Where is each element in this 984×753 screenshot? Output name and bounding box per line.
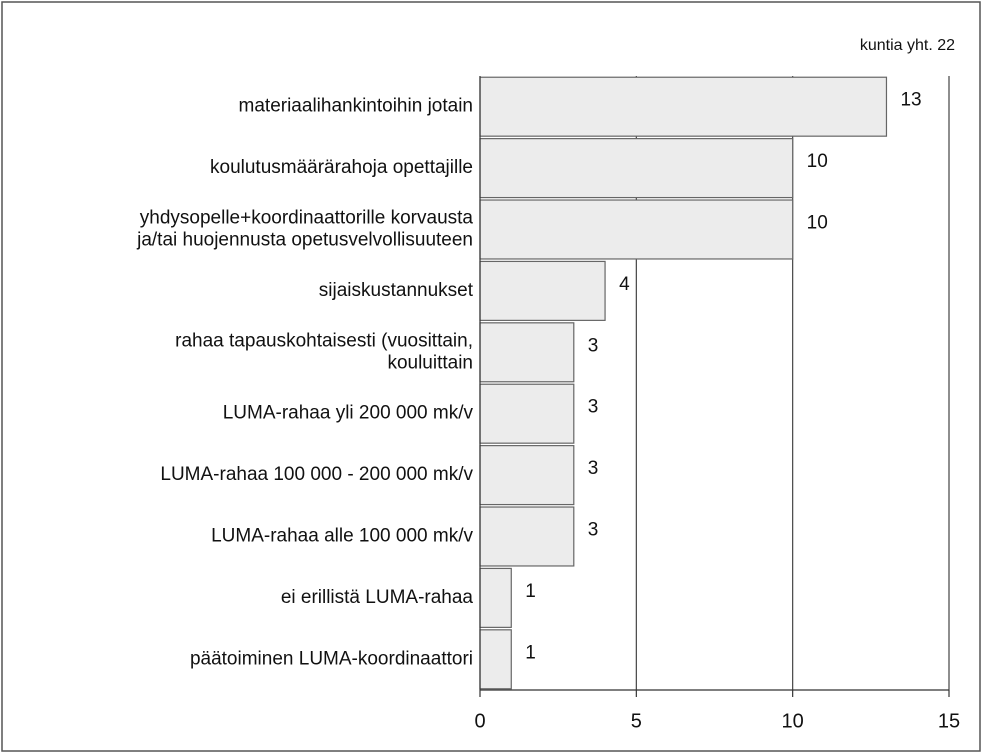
bar	[479, 445, 575, 506]
x-tick-label: 15	[938, 710, 960, 732]
bar	[479, 629, 512, 690]
value-label: 10	[807, 151, 828, 172]
y-tick-label: materiaalihankintoihin jotain	[239, 96, 473, 117]
bar	[479, 260, 606, 321]
value-label: 3	[588, 397, 599, 418]
x-tick-label: 5	[631, 710, 642, 732]
value-label: 1	[525, 642, 536, 663]
y-tick-label: kouluittain	[387, 352, 473, 373]
bar	[479, 138, 794, 199]
bar	[479, 76, 888, 137]
y-tick-label: LUMA-rahaa yli 200 000 mk/v	[223, 403, 474, 424]
value-label: 13	[900, 90, 921, 111]
x-tick-label: 10	[782, 710, 804, 732]
bar	[479, 322, 575, 383]
bar	[479, 383, 575, 444]
y-tick-label: rahaa tapauskohtaisesti (vuosittain,	[175, 330, 473, 351]
bar	[479, 567, 512, 628]
value-label: 4	[619, 274, 630, 295]
x-tick-label: 0	[474, 710, 485, 732]
bar	[479, 506, 575, 567]
y-tick-label: ja/tai huojennusta opetusvelvollisuuteen	[136, 230, 473, 251]
annotation: kuntia yht. 22	[860, 37, 955, 54]
y-tick-label: yhdysopelle+koordinaattorille korvausta	[140, 208, 474, 229]
value-label: 3	[588, 458, 599, 479]
value-label: 3	[588, 520, 599, 541]
bar	[479, 199, 794, 260]
y-tick-label: sijaiskustannukset	[319, 280, 474, 301]
y-tick-label: ei erillistä LUMA-rahaa	[281, 587, 474, 608]
value-label: 3	[588, 335, 599, 356]
y-tick-label: koulutusmäärärahoja opettajille	[210, 157, 473, 178]
y-tick-label: LUMA-rahaa alle 100 000 mk/v	[211, 526, 473, 547]
value-label: 10	[807, 213, 828, 234]
y-tick-label: päätoiminen LUMA-koordinaattori	[190, 648, 473, 669]
value-label: 1	[525, 581, 536, 602]
y-tick-label: LUMA-rahaa 100 000 - 200 000 mk/v	[160, 464, 473, 485]
